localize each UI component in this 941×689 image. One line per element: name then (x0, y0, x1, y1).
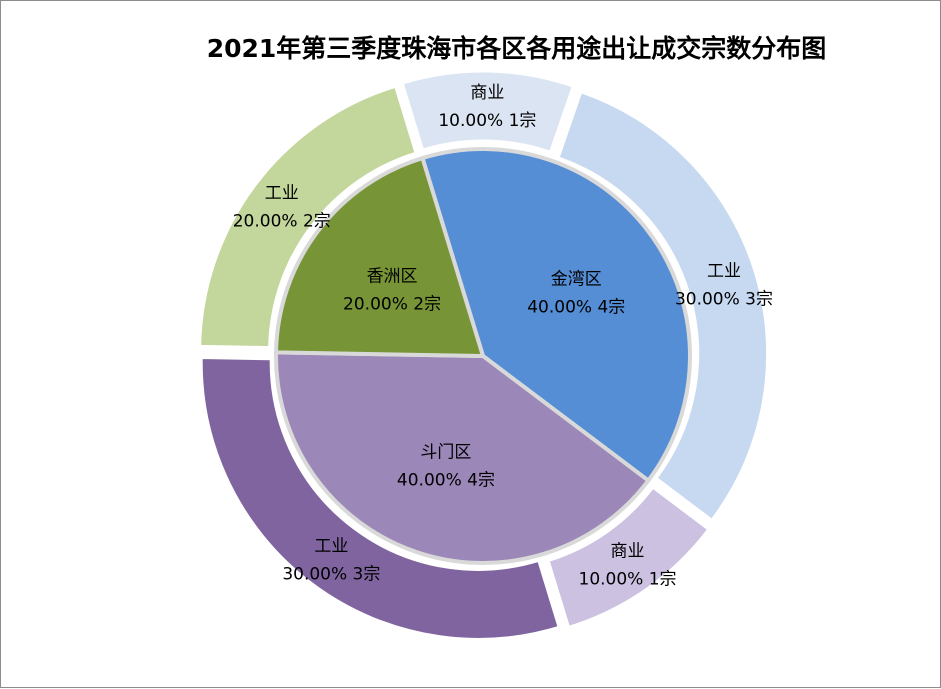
chart-title: 2021年第三季度珠海市各区各用途出让成交宗数分布图 (206, 34, 827, 63)
outer-label-4: 工业 20.00% 2宗 (233, 183, 331, 231)
outer-label-0: 商业 10.00% 1宗 (438, 83, 536, 131)
outer-slice-0 (400, 69, 576, 155)
outer-slice-4 (198, 84, 418, 350)
inner-pie (274, 147, 692, 565)
inner-slice-2 (274, 156, 485, 358)
outer-slice-2 (546, 485, 711, 630)
inner-slice-1 (274, 350, 651, 565)
outer-label-1: 工业 30.00% 3宗 (675, 261, 773, 309)
outer-slice-3 (199, 356, 562, 641)
inner-label-1: 斗门区 40.00% 4宗 (397, 443, 495, 491)
outer-label-2: 商业 10.00% 1宗 (579, 541, 677, 589)
outer-label-3: 工业 30.00% 3宗 (282, 536, 380, 584)
outer-ring (198, 69, 770, 641)
inner-slice-0 (420, 147, 692, 483)
inner-label-0: 金湾区 40.00% 4宗 (527, 270, 625, 318)
outer-slice-1 (556, 89, 770, 523)
inner-label-2: 香洲区 20.00% 2宗 (343, 266, 441, 314)
